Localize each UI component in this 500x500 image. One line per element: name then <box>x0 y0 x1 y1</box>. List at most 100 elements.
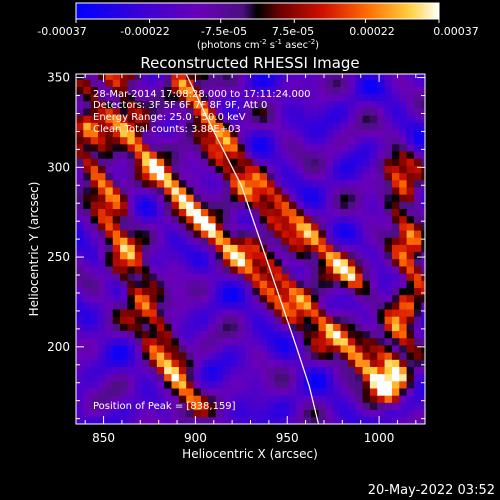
heatmap-cell <box>222 237 231 245</box>
heatmap-cell <box>215 251 224 260</box>
heatmap-cell <box>215 187 224 195</box>
heatmap-cell <box>318 316 327 324</box>
heatmap-cell <box>98 194 106 202</box>
heatmap-cell <box>215 244 224 253</box>
heatmap-cell <box>252 359 261 367</box>
heatmap-cell <box>384 388 393 396</box>
heatmap-cell <box>413 294 422 303</box>
heatmap-cell <box>421 301 425 310</box>
heatmap-cell <box>156 115 165 123</box>
heatmap-cell <box>127 74 136 80</box>
heatmap-cell <box>347 129 356 138</box>
heatmap-cell <box>362 388 371 396</box>
heatmap-cell <box>90 115 99 123</box>
heatmap-cell <box>215 74 224 80</box>
heatmap-cell <box>244 380 253 389</box>
heatmap-cell <box>311 266 319 274</box>
heatmap-cell <box>333 309 341 317</box>
heatmap-cell <box>244 402 253 411</box>
heatmap-cell <box>362 115 371 123</box>
heatmap-cell <box>149 187 158 195</box>
heatmap-cell <box>325 144 334 152</box>
heatmap-cell <box>215 366 224 375</box>
heatmap-cell <box>311 366 319 375</box>
heatmap-cell <box>98 280 106 288</box>
heatmap-cell <box>156 108 165 116</box>
heatmap-cell <box>244 122 253 131</box>
heatmap-cell <box>311 345 319 353</box>
heatmap-cell <box>311 151 319 159</box>
heatmap-cell <box>347 144 356 152</box>
heatmap-cell <box>244 316 253 324</box>
heatmap-cell <box>90 287 99 296</box>
heatmap-cell <box>156 416 165 424</box>
heatmap-cell <box>134 187 143 195</box>
heatmap-cell <box>303 258 312 267</box>
heatmap-cell <box>347 402 356 411</box>
heatmap-cell <box>333 201 341 210</box>
heatmap-cell <box>399 345 408 353</box>
heatmap-cell <box>83 330 92 339</box>
heatmap-cell <box>90 79 99 87</box>
heatmap-cell <box>193 144 202 152</box>
heatmap-cell <box>296 115 305 123</box>
heatmap-cell <box>112 294 121 303</box>
heatmap-cell <box>156 122 165 131</box>
heatmap-cell <box>413 201 422 210</box>
heatmap-cell <box>186 194 194 202</box>
heatmap-cell <box>399 108 408 116</box>
heatmap-cell <box>362 179 371 188</box>
heatmap-cell <box>289 287 297 296</box>
heatmap-cell <box>369 179 378 188</box>
heatmap-cell <box>259 251 268 260</box>
solar-limb-curve <box>185 74 320 424</box>
heatmap-cell <box>200 309 209 317</box>
heatmap-cell <box>142 388 150 396</box>
heatmap-cell <box>340 251 349 260</box>
heatmap-cell <box>289 301 297 310</box>
heatmap-cell <box>421 366 425 375</box>
heatmap-cell <box>281 144 290 152</box>
heatmap-cell <box>406 373 415 382</box>
heatmap-cell <box>171 115 180 123</box>
heatmap-cell <box>384 136 393 145</box>
heatmap-cell <box>289 165 297 174</box>
heatmap-cell <box>105 208 114 217</box>
heatmap-cell <box>98 79 106 87</box>
heatmap-cell <box>318 108 327 116</box>
heatmap-cell <box>120 373 128 382</box>
heatmap-cell <box>83 280 92 288</box>
heatmap-cell <box>281 158 290 166</box>
heatmap-cell <box>281 402 290 411</box>
heatmap-cell <box>325 172 334 181</box>
heatmap-cell <box>347 258 356 267</box>
heatmap-cell <box>171 172 180 181</box>
heatmap-cell <box>281 309 290 317</box>
heatmap-cell <box>105 323 114 332</box>
heatmap-cell <box>347 151 356 159</box>
heatmap-cell <box>200 100 209 109</box>
heatmap-cell <box>90 165 99 174</box>
heatmap-cell <box>252 129 261 138</box>
heatmap-cell <box>311 194 319 202</box>
heatmap-cell <box>105 74 114 80</box>
heatmap-cell <box>83 122 92 131</box>
heatmap-cell <box>244 352 253 360</box>
heatmap-cell <box>178 86 187 95</box>
heatmap-cell <box>200 337 209 346</box>
heatmap-cell <box>259 388 268 396</box>
heatmap-cell <box>186 201 194 210</box>
heatmap-cell <box>178 244 187 253</box>
heatmap-cell <box>296 230 305 238</box>
heatmap-cell <box>340 301 349 310</box>
heatmap-cell <box>421 280 425 288</box>
heatmap-cell <box>362 309 371 317</box>
heatmap-cell <box>413 93 422 102</box>
heatmap-cell <box>83 187 92 195</box>
heatmap-cell <box>186 402 194 411</box>
heatmap-cell <box>259 416 268 424</box>
heatmap-cell <box>98 165 106 174</box>
heatmap-cell <box>237 74 246 80</box>
heatmap-cell <box>149 316 158 324</box>
heatmap-cell <box>90 108 99 116</box>
